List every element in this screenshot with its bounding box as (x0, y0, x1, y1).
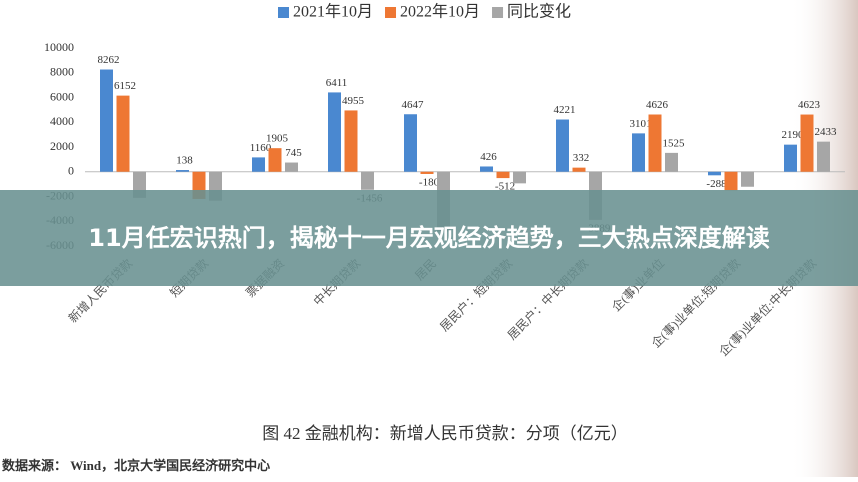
bar (100, 69, 113, 172)
bar (741, 171, 754, 187)
value-label: 1525 (663, 137, 686, 149)
value-label: -180 (419, 177, 440, 189)
value-label: 2433 (815, 126, 838, 138)
value-label: 4955 (342, 95, 365, 107)
bar (513, 171, 526, 184)
bar (708, 171, 721, 176)
value-label: 2190 (782, 129, 805, 141)
legend-swatch (278, 7, 289, 18)
bar (420, 171, 434, 174)
legend-swatch (385, 7, 397, 18)
value-label: 6411 (326, 77, 348, 89)
bar (556, 119, 569, 172)
y-tick-label: 6000 (50, 89, 74, 103)
bar (724, 171, 738, 191)
bar (328, 92, 341, 172)
bar (648, 114, 662, 172)
value-label: 138 (176, 155, 193, 167)
value-label: 1905 (266, 133, 289, 145)
bar (116, 95, 130, 172)
legend-label: 2022年10月 (400, 3, 480, 21)
value-label: 6152 (114, 80, 136, 92)
banner: 11月任宏识热门，揭秘十一月宏观经济趋势，三大热点深度解读 (0, 190, 858, 286)
bar (176, 170, 189, 172)
bar (572, 167, 586, 172)
bar (800, 114, 814, 172)
bar (665, 152, 678, 172)
value-label: 8262 (98, 54, 120, 66)
y-tick-label: 0 (68, 164, 74, 178)
bar (480, 166, 493, 172)
y-tick-label: 2000 (50, 139, 74, 153)
source: 数据来源： Wind，北京大学国民经济研究中心 (2, 458, 270, 473)
value-label: 4221 (554, 104, 576, 116)
bar (344, 110, 358, 172)
value-label: -512 (495, 181, 515, 193)
y-tick-label: 8000 (50, 65, 74, 79)
bar (404, 114, 417, 172)
value-label: 4647 (402, 99, 425, 111)
value-label: 1160 (250, 142, 272, 154)
value-label: 332 (573, 152, 590, 164)
legend-label: 2021年10月 (293, 3, 373, 21)
y-tick-label: 10000 (44, 40, 74, 54)
y-tick-label: 4000 (50, 114, 74, 128)
bar (817, 141, 830, 172)
caption: 图 42 金融机构：新增人民币贷款：分项（亿元） (262, 424, 628, 443)
value-label: 426 (480, 151, 497, 163)
value-label: 3101 (630, 118, 652, 130)
legend: 2021年10月 2022年10月 同比变化 (278, 3, 571, 21)
bar (361, 171, 374, 190)
bar (285, 162, 298, 172)
bar (784, 144, 797, 172)
bar (252, 157, 265, 172)
value-label: 4626 (646, 99, 669, 111)
value-label: 745 (285, 147, 302, 159)
banner-title: 11月任宏识热门，揭秘十一月宏观经济趋势，三大热点深度解读 (88, 224, 770, 252)
bar (496, 171, 510, 179)
legend-label: 同比变化 (507, 3, 571, 21)
value-label: 4623 (798, 99, 821, 111)
value-label: -288 (706, 178, 727, 190)
bar (632, 133, 645, 172)
bar (268, 148, 282, 172)
legend-swatch (492, 7, 504, 18)
